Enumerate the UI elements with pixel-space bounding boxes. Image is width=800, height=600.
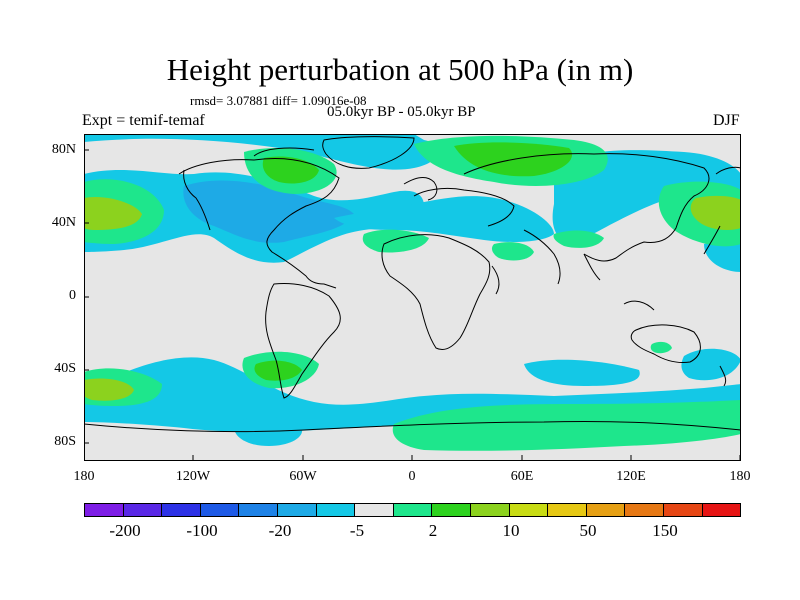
colorbar	[84, 503, 741, 517]
colorbar-swatch	[702, 504, 741, 516]
lon-label-60e: 60E	[510, 469, 534, 484]
season-label: DJF	[713, 112, 740, 129]
lon-label-0: 0	[408, 469, 416, 484]
colorbar-swatch	[432, 504, 471, 516]
lon-label-120e: 120E	[616, 469, 646, 484]
lon-label-180e: 180	[729, 469, 751, 484]
colorbar-label: -20	[268, 521, 292, 540]
colorbar-swatch	[509, 504, 549, 516]
lon-label-120w: 120W	[175, 469, 211, 484]
colorbar-swatch	[200, 504, 240, 516]
map-frame	[84, 134, 741, 461]
lat-label-80s: 80S	[54, 434, 76, 449]
coastlines	[84, 136, 741, 433]
colorbar-swatch	[548, 504, 587, 516]
colorbar-swatch	[625, 504, 664, 516]
colorbar-label: 2	[428, 521, 438, 540]
lat-label-40n: 40N	[51, 215, 76, 230]
lat-label-equator: 0	[69, 288, 76, 303]
period-text: 05.0kyr BP - 05.0kyr BP	[327, 104, 476, 120]
colorbar-swatch	[85, 504, 124, 516]
positive-anomaly-fill	[84, 135, 741, 451]
colorbar-swatch	[316, 504, 356, 516]
colorbar-swatch	[355, 504, 394, 516]
colorbar-swatch	[663, 504, 703, 516]
colorbar-swatch	[586, 504, 626, 516]
contour-map	[84, 134, 741, 461]
colorbar-swatch	[123, 504, 163, 516]
lon-label-180w: 180	[73, 469, 95, 484]
map-ticks	[84, 149, 741, 461]
colorbar-label: -200	[109, 521, 141, 540]
lat-label-80n: 80N	[51, 142, 76, 157]
colorbar-label: 10	[502, 521, 520, 540]
map-title: Height perturbation at 500 hPa (in m)	[166, 52, 634, 87]
lon-label-60w: 60W	[289, 469, 317, 484]
colorbar-swatch	[393, 504, 433, 516]
colorbar-swatch	[162, 504, 201, 516]
colorbar-label: 50	[579, 521, 597, 540]
colorbar-swatch	[277, 504, 317, 516]
colorbar-label: -100	[186, 521, 218, 540]
colorbar-label: 150	[652, 521, 678, 540]
stats-text: rmsd= 3.07881 diff= 1.09016e-08	[190, 93, 367, 108]
colorbar-swatch	[470, 504, 510, 516]
colorbar-label: -5	[349, 521, 365, 540]
experiment-label: Expt = temif-temaf	[82, 112, 205, 129]
colorbar-swatch	[239, 504, 278, 516]
lat-label-40s: 40S	[54, 361, 76, 376]
